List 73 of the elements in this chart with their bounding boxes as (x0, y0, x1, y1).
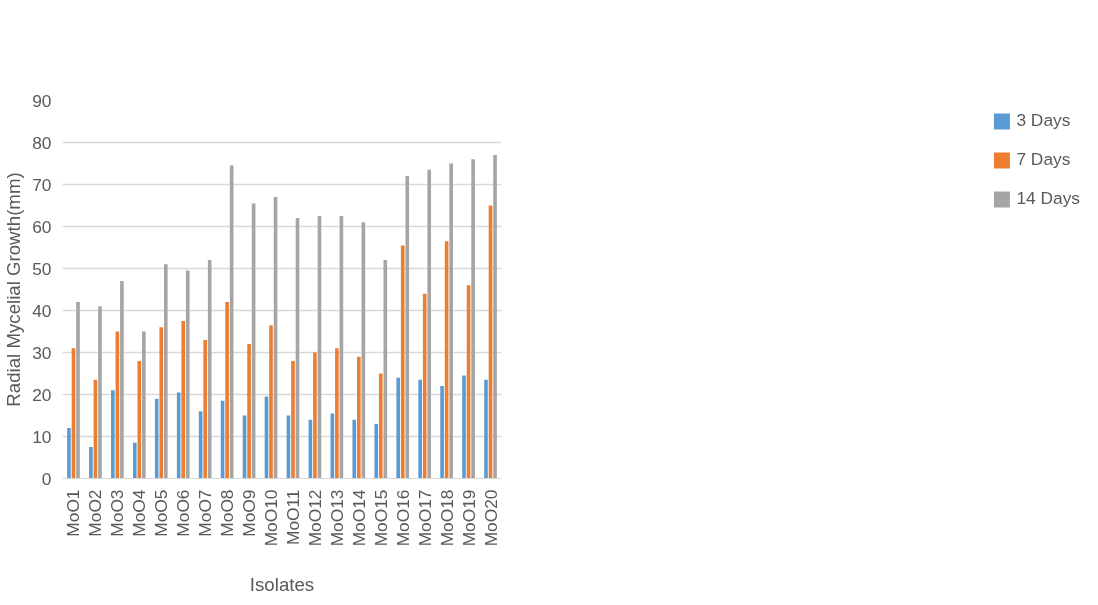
y-tick-label: 20 (32, 384, 52, 405)
bar (383, 260, 388, 479)
bar (418, 379, 422, 479)
bar (269, 325, 273, 479)
bar (493, 155, 497, 479)
bar (159, 327, 164, 479)
bar (142, 331, 146, 479)
bar (207, 260, 212, 479)
y-tick-label: 60 (32, 216, 52, 237)
x-tick-label: MoO14 (348, 489, 369, 547)
x-tick-label: MoO10 (261, 489, 282, 547)
bar (132, 442, 137, 479)
y-axis-title: Radial Mycelial Growth(mm) (3, 172, 25, 407)
bar (181, 321, 186, 479)
bar (335, 348, 339, 479)
x-tick-label: MoO13 (326, 489, 347, 547)
bar (76, 302, 80, 479)
x-tick-label: MoO2 (85, 489, 106, 537)
bar (67, 428, 71, 479)
bar (484, 379, 488, 479)
x-tick-label: MoO19 (458, 489, 479, 547)
bar (225, 302, 229, 479)
bar (154, 398, 159, 479)
y-tick-label: 80 (32, 132, 52, 153)
bar (176, 392, 181, 479)
x-tick-label: MoO15 (370, 489, 391, 547)
bar (449, 163, 453, 479)
y-tick-label: 0 (41, 468, 52, 489)
x-tick-label: MoO8 (217, 489, 238, 537)
bar (352, 419, 357, 479)
bar (120, 281, 124, 479)
x-tick-label: MoO16 (392, 489, 413, 547)
x-tick-label: MoO7 (195, 489, 216, 537)
bar (405, 176, 410, 479)
y-tick-label: 70 (32, 174, 52, 195)
bar (247, 344, 251, 479)
y-tick-label: 50 (32, 258, 52, 279)
bar (357, 356, 361, 479)
bar (378, 373, 383, 479)
x-tick-label: MoO1 (63, 489, 84, 537)
y-tick-label: 40 (32, 300, 52, 321)
bar (440, 386, 444, 479)
bar (427, 169, 432, 479)
x-tick-label: MoO20 (480, 489, 501, 547)
bar (396, 377, 400, 479)
x-tick-label: MoO3 (107, 489, 128, 537)
bar (374, 423, 379, 479)
bar (98, 306, 102, 479)
legend-label: 7 Days (1016, 149, 1071, 170)
bar (111, 390, 115, 479)
legend-label: 3 Days (1016, 110, 1071, 131)
x-tick-label: MoO11 (282, 489, 303, 546)
x-tick-label: MoO6 (173, 489, 194, 537)
bar (313, 352, 317, 479)
bar (89, 447, 93, 479)
x-axis-title: Isolates (249, 574, 315, 596)
bar (291, 360, 295, 479)
x-tick-label: MoO5 (151, 489, 172, 537)
y-tick-label: 90 (32, 90, 52, 111)
x-tick-label: MoO17 (414, 489, 435, 547)
legend-label: 14 Days (1016, 188, 1080, 209)
bar (400, 245, 405, 479)
bar (471, 159, 475, 479)
bar (203, 339, 207, 479)
bar (164, 264, 168, 479)
y-tick-label: 30 (32, 342, 52, 363)
x-tick-label: MoO12 (304, 489, 325, 547)
x-tick-label: MoO4 (129, 489, 150, 537)
x-tick-label: MoO9 (239, 489, 260, 537)
x-tick-label: MoO18 (436, 489, 457, 547)
bar (185, 270, 190, 479)
bar (462, 375, 466, 479)
y-tick-label: 10 (32, 426, 52, 447)
